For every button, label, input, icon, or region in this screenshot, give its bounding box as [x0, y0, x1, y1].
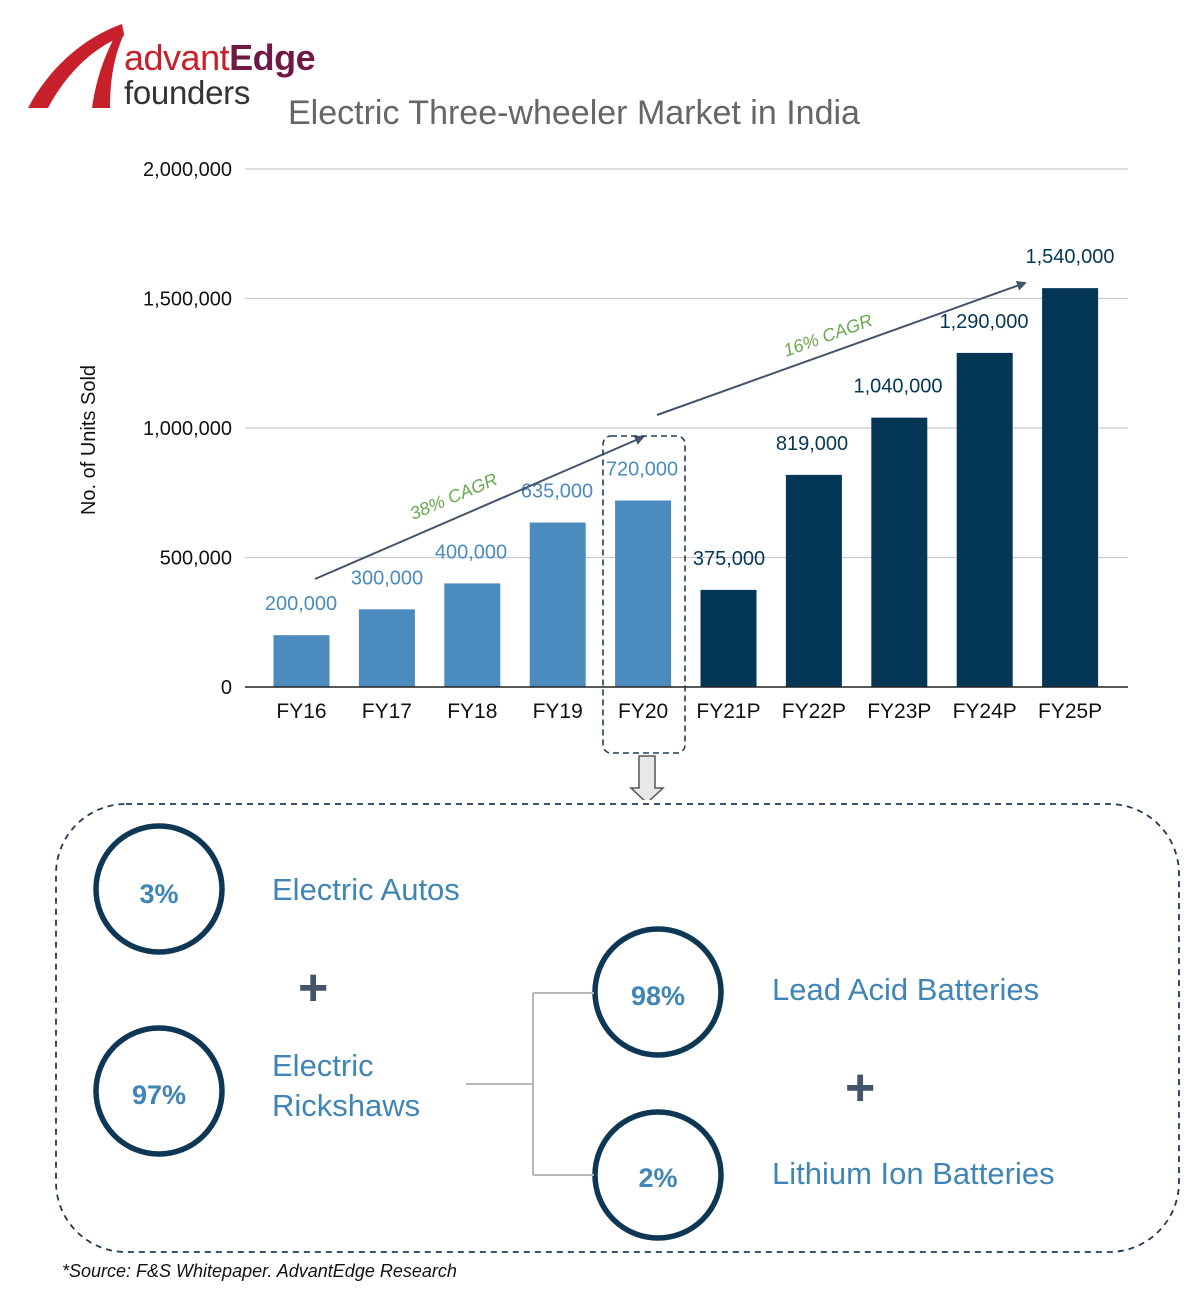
advantedge-logo: advantEdge founders	[0, 0, 340, 120]
x-tick-label: FY23P	[867, 700, 931, 723]
autos-percent: 3%	[139, 879, 179, 909]
x-tick-label: FY22P	[782, 700, 846, 723]
data-labels: 200,000 300,000 400,000 635,000 720,000 375,0…	[265, 246, 1115, 615]
bar-fy16	[273, 635, 330, 687]
x-axis-ticks: FY16 FY17 FY18 FY19 FY20 FY21P FY22P FY23P FY24P…	[276, 700, 1102, 723]
cagr-label-38: 38% CAGR	[407, 469, 500, 524]
data-label: 1,290,000	[940, 311, 1029, 333]
plus-sign-right: +	[845, 1059, 876, 1117]
x-tick-label: FY19	[533, 700, 583, 723]
bar-fy25p	[1042, 288, 1099, 687]
data-label: 635,000	[521, 481, 593, 503]
logo-wordmark: advantEdge	[124, 37, 316, 78]
x-tick-label: FY17	[362, 700, 412, 723]
lithium-label: Lithium Ion Batteries	[772, 1156, 1055, 1191]
bars	[273, 288, 1099, 687]
bar-fy24p	[956, 352, 1013, 687]
logo-text-advant: advant	[124, 37, 230, 78]
fy20-highlight-box	[602, 435, 686, 754]
logo-text-edge: Edge	[229, 37, 316, 78]
x-tick-label: FY21P	[696, 700, 760, 723]
lead-acid-label: Lead Acid Batteries	[772, 972, 1040, 1007]
bar-fy19	[529, 522, 586, 687]
cagr-arrow-38	[314, 435, 645, 580]
rickshaws-label-line2: Rickshaws	[272, 1088, 421, 1123]
y-axis-ticks: 0 500,000 1,000,000 1,500,000 2,000,000	[143, 159, 232, 699]
x-tick-label: FY24P	[953, 700, 1017, 723]
bar-fy17	[358, 609, 415, 687]
y-tick-label: 1,500,000	[143, 289, 232, 311]
x-tick-label: FY20	[618, 700, 668, 723]
plus-sign-left: +	[298, 959, 329, 1017]
logo-text-founders: founders	[124, 74, 251, 111]
branch-connector	[466, 992, 594, 1176]
bar-fy21p	[700, 589, 757, 687]
bar-fy20	[615, 500, 672, 687]
down-arrow-icon	[629, 755, 665, 800]
x-tick-label: FY25P	[1038, 700, 1102, 723]
y-tick-label: 2,000,000	[143, 159, 232, 181]
data-label: 1,540,000	[1026, 246, 1115, 268]
data-label: 200,000	[265, 593, 337, 615]
data-label: 1,040,000	[854, 376, 943, 398]
cagr-arrow-16	[656, 280, 1027, 416]
x-tick-label: FY18	[447, 700, 497, 723]
data-label: 720,000	[606, 459, 678, 481]
data-label: 819,000	[776, 433, 848, 455]
lithium-percent: 2%	[638, 1163, 678, 1193]
bar-chart: 0 500,000 1,000,000 1,500,000 2,000,000 No. …	[78, 159, 1128, 800]
source-note: *Source: F&S Whitepaper. AdvantEdge Rese…	[62, 1261, 457, 1281]
y-tick-label: 0	[221, 677, 232, 699]
rickshaws-label-line1: Electric	[272, 1048, 374, 1083]
lead-acid-percent: 98%	[630, 981, 686, 1011]
rickshaws-percent: 97%	[131, 1080, 187, 1110]
data-label: 375,000	[693, 548, 765, 570]
autos-label: Electric Autos	[272, 872, 460, 907]
y-tick-label: 1,000,000	[143, 418, 232, 440]
data-label: 300,000	[351, 567, 423, 589]
bar-fy23p	[871, 417, 928, 687]
logo-arc-icon	[28, 24, 124, 108]
y-axis-label: No. of Units Sold	[78, 365, 100, 515]
y-tick-label: 500,000	[160, 548, 232, 570]
data-label: 400,000	[435, 541, 507, 563]
x-tick-label: FY16	[276, 700, 326, 723]
bar-fy18	[444, 583, 501, 687]
chart-title: Electric Three-wheeler Market in India	[288, 94, 860, 132]
bar-fy22p	[785, 474, 842, 687]
